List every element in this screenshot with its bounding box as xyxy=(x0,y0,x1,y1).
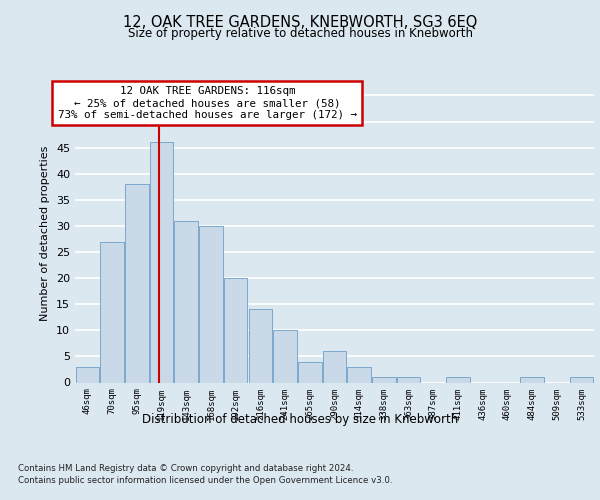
Y-axis label: Number of detached properties: Number of detached properties xyxy=(40,146,50,322)
Bar xyxy=(125,184,149,382)
Bar xyxy=(347,367,371,382)
Bar xyxy=(100,242,124,382)
Text: Contains HM Land Registry data © Crown copyright and database right 2024.: Contains HM Land Registry data © Crown c… xyxy=(18,464,353,473)
Bar xyxy=(274,330,297,382)
Bar xyxy=(199,226,223,382)
Bar xyxy=(224,278,247,382)
Text: Distribution of detached houses by size in Knebworth: Distribution of detached houses by size … xyxy=(142,412,458,426)
Bar xyxy=(150,142,173,382)
Bar xyxy=(298,362,322,382)
Bar xyxy=(76,367,99,382)
Text: Contains public sector information licensed under the Open Government Licence v3: Contains public sector information licen… xyxy=(18,476,392,485)
Text: 12 OAK TREE GARDENS: 116sqm
← 25% of detached houses are smaller (58)
73% of sem: 12 OAK TREE GARDENS: 116sqm ← 25% of det… xyxy=(58,86,357,120)
Bar xyxy=(570,378,593,382)
Bar xyxy=(397,378,421,382)
Bar xyxy=(323,351,346,382)
Text: 12, OAK TREE GARDENS, KNEBWORTH, SG3 6EQ: 12, OAK TREE GARDENS, KNEBWORTH, SG3 6EQ xyxy=(123,15,477,30)
Bar xyxy=(446,378,470,382)
Bar xyxy=(175,220,198,382)
Bar xyxy=(372,378,395,382)
Text: Size of property relative to detached houses in Knebworth: Size of property relative to detached ho… xyxy=(128,28,473,40)
Bar xyxy=(520,378,544,382)
Bar xyxy=(248,310,272,382)
